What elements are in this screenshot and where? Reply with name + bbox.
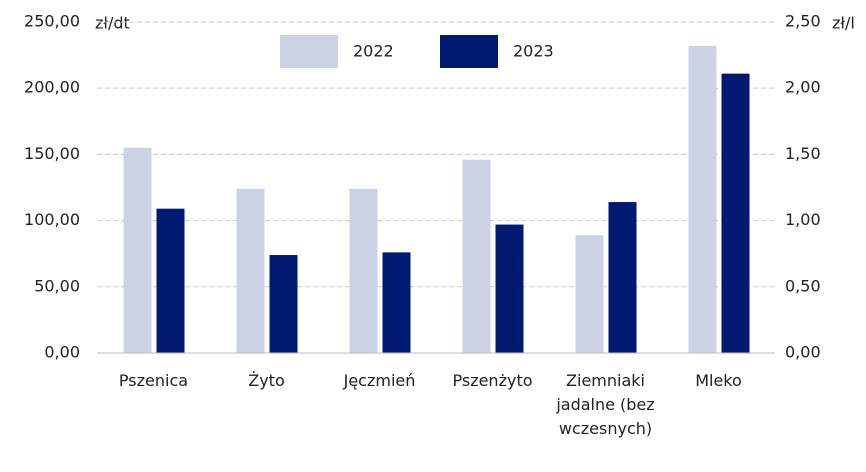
y2-tick-label: 2,50 bbox=[785, 12, 821, 31]
y-tick-label: 250,00 bbox=[24, 12, 80, 31]
bar bbox=[575, 235, 604, 353]
bar bbox=[462, 159, 491, 353]
y2-tick-label: 1,50 bbox=[785, 144, 821, 163]
legend-label: 2023 bbox=[513, 42, 554, 61]
y-tick-label: 150,00 bbox=[24, 144, 80, 163]
y-tick-label: 100,00 bbox=[24, 210, 80, 229]
x-tick-label: Ziemniaki jadalne (bez wczesnych) bbox=[556, 371, 655, 438]
bar bbox=[349, 188, 378, 353]
legend-label: 2022 bbox=[353, 42, 394, 61]
x-tick-label: Pszenżyto bbox=[452, 371, 533, 390]
y2-axis-label: zł/l bbox=[832, 14, 855, 33]
bar bbox=[721, 73, 750, 354]
bar bbox=[236, 188, 265, 353]
y-tick-label: 50,00 bbox=[34, 276, 80, 295]
bar bbox=[608, 202, 637, 353]
y2-tick-label: 2,00 bbox=[785, 78, 821, 97]
y-tick-label: 0,00 bbox=[44, 343, 80, 362]
y2-tick-label: 1,00 bbox=[785, 210, 821, 229]
legend-swatch bbox=[280, 35, 338, 68]
x-tick-label: Pszenica bbox=[118, 371, 189, 390]
x-tick-label: Mleko bbox=[695, 371, 742, 390]
y-axis-label: zł/dt bbox=[95, 14, 130, 33]
y2-tick-label: 0,50 bbox=[785, 276, 821, 295]
bar bbox=[495, 224, 524, 353]
bar bbox=[382, 252, 411, 353]
y-tick-label: 200,00 bbox=[24, 78, 80, 97]
legend-swatch bbox=[440, 35, 498, 68]
bar bbox=[123, 147, 152, 353]
x-tick-label: Żyto bbox=[248, 371, 285, 390]
y2-tick-label: 0,00 bbox=[785, 343, 821, 362]
bar bbox=[156, 208, 185, 353]
bar bbox=[688, 45, 717, 353]
x-tick-label: Jęczmień bbox=[343, 371, 416, 390]
bar bbox=[269, 255, 298, 353]
